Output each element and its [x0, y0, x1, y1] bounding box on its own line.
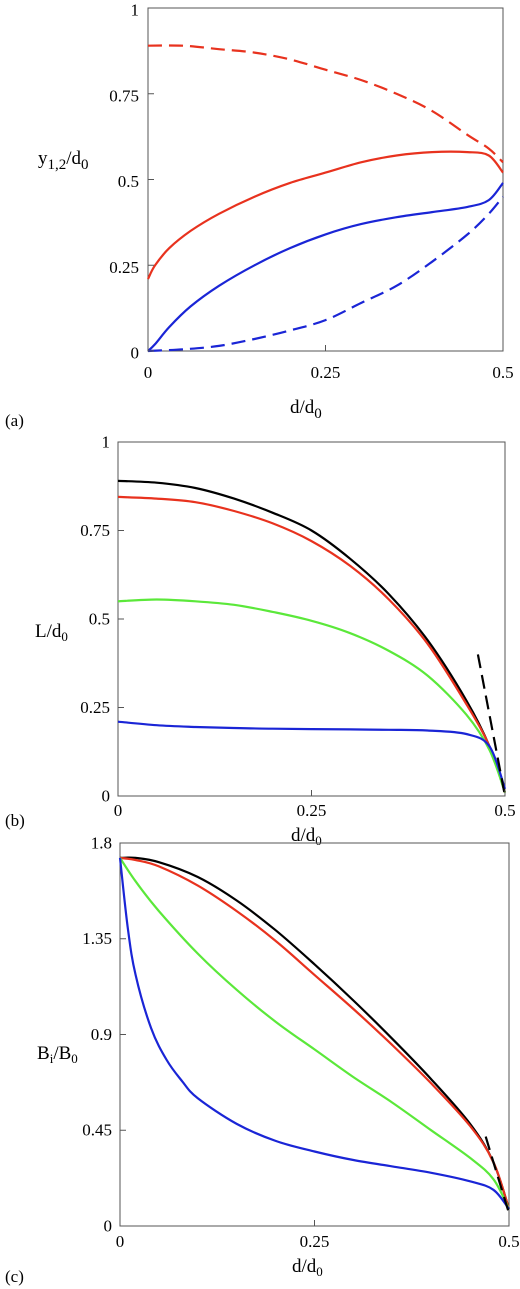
ticks-layer: 0 0.25 0.5 0.75 1 0 0.25 0.5 [109, 1, 513, 382]
series-line-0 [147, 44, 504, 164]
series-line-2 [117, 598, 507, 793]
y-tick-label: 0.5 [89, 609, 110, 628]
x-tick-label: 0 [116, 1232, 125, 1251]
series-line-4 [476, 654, 507, 797]
y-tick-label: 1.35 [82, 929, 112, 948]
series-line-2 [147, 182, 504, 352]
y-tick-label: 0 [104, 1216, 113, 1235]
x-tick-label: 0.25 [297, 801, 327, 820]
series-line-3 [118, 857, 510, 1210]
ticks-layer: 0 0.25 0.5 0.75 1 0 0.25 0.5 [80, 432, 515, 820]
panel-label: (b) [5, 811, 25, 830]
panel-label: (c) [5, 1267, 24, 1286]
series-line-0 [119, 856, 511, 1210]
panel-label: (a) [5, 411, 24, 430]
chart-panel-c: 0 0.45 0.9 1.35 1.8 0 0.25 0.5 Bi/B0 d/d0 (c) [5, 833, 520, 1286]
series-layer [118, 856, 511, 1214]
y-tick-label: 0.25 [109, 258, 139, 277]
y-axis-label: y1,2/d0 [38, 148, 89, 173]
x-tick-label: 0.25 [311, 363, 341, 382]
y-tick-label: 1.8 [91, 833, 112, 852]
plot-frame [147, 7, 504, 352]
series-line-3 [147, 195, 504, 353]
x-tick-label: 0.25 [300, 1232, 330, 1251]
series-line-1 [147, 150, 504, 280]
series-line-1 [119, 856, 511, 1210]
x-tick-label: 0.5 [494, 801, 515, 820]
y-axis-label: Bi/B0 [37, 1043, 78, 1066]
x-tick-label: 0.5 [498, 1232, 519, 1251]
x-axis-label: d/d0 [292, 1256, 323, 1279]
series-line-3 [117, 720, 507, 790]
series-layer [117, 479, 507, 797]
chart-panel-b: 0 0.25 0.5 0.75 1 0 0.25 0.5 L/d0 d/d0 (b) [5, 432, 516, 848]
series-line-2 [119, 857, 510, 1210]
x-tick-label: 0 [144, 363, 153, 382]
y-tick-label: 0.75 [109, 86, 139, 105]
series-line-1 [117, 495, 507, 793]
ticks-layer: 0 0.45 0.9 1.35 1.8 0 0.25 0.5 [82, 833, 519, 1251]
series-line-4 [484, 1136, 511, 1214]
y-tick-label: 1 [102, 432, 111, 451]
series-layer [147, 44, 504, 353]
chart-panel-a: 0 0.25 0.5 0.75 1 0 0.25 0.5 y1,2/d0 d/d0 (a) [5, 1, 514, 430]
x-tick-label: 0.5 [492, 363, 513, 382]
y-tick-label: 0.75 [80, 521, 110, 540]
y-tick-label: 0.5 [118, 172, 139, 191]
x-axis-label: d/d0 [290, 397, 322, 422]
plot-frame [119, 842, 510, 1227]
y-tick-label: 0 [102, 786, 111, 805]
x-tick-label: 0 [114, 801, 123, 820]
y-tick-label: 0.25 [80, 698, 110, 717]
series-line-0 [117, 479, 507, 793]
plot-frame [117, 441, 506, 797]
y-axis-label: L/d0 [35, 621, 68, 644]
y-tick-label: 0.45 [82, 1121, 112, 1140]
y-tick-label: 1 [131, 1, 140, 20]
x-axis-label: d/d0 [291, 825, 322, 848]
y-tick-label: 0.9 [91, 1025, 112, 1044]
y-tick-label: 0 [131, 344, 140, 363]
